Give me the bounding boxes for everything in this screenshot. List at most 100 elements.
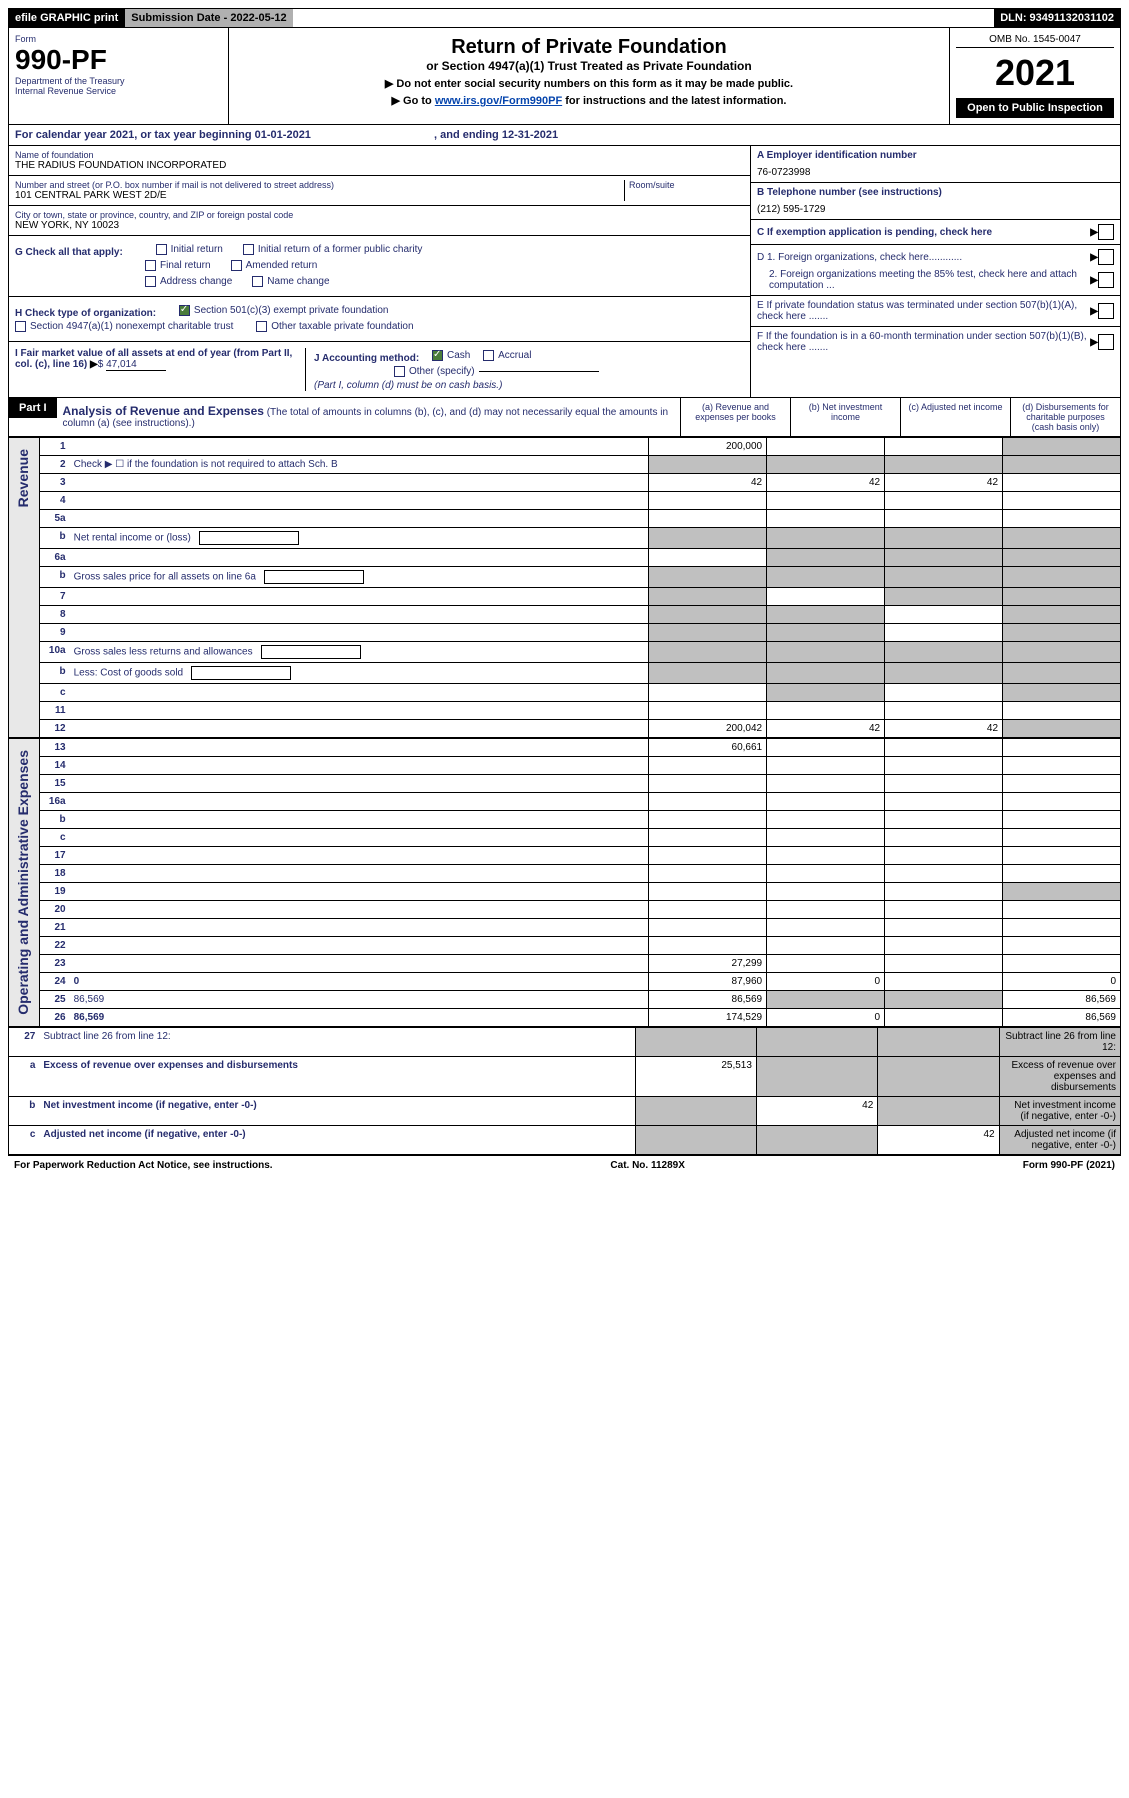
irs-link[interactable]: www.irs.gov/Form990PF	[435, 95, 562, 107]
checkbox-icon[interactable]	[483, 350, 494, 361]
cell-value	[1003, 720, 1121, 738]
checkbox-icon[interactable]	[15, 321, 26, 332]
cell-value	[885, 549, 1003, 567]
dln: DLN: 93491132031102	[994, 9, 1120, 27]
table-row: 9	[9, 624, 1121, 642]
line-desc: 86,569	[70, 991, 649, 1009]
line-number: 20	[40, 901, 70, 919]
opex-table: Operating and Administrative Expenses136…	[8, 738, 1121, 1027]
section-f: F If the foundation is in a 60-month ter…	[757, 331, 1090, 353]
cell-value	[885, 757, 1003, 775]
cell-value	[885, 829, 1003, 847]
cell-value	[885, 624, 1003, 642]
line-number: 27	[9, 1028, 40, 1057]
checkbox-icon[interactable]	[1098, 303, 1114, 319]
cell-value: 200,042	[649, 720, 767, 738]
checkbox-icon[interactable]	[145, 260, 156, 271]
cell-value	[1003, 606, 1121, 624]
cell-value	[767, 793, 885, 811]
city-state-zip: NEW YORK, NY 10023	[15, 220, 744, 231]
cell-value	[767, 606, 885, 624]
cell-value: 86,569	[1003, 991, 1121, 1009]
checkbox-icon[interactable]	[231, 260, 242, 271]
table-row: bNet rental income or (loss)	[9, 528, 1121, 549]
cell-value	[649, 588, 767, 606]
cell-value	[767, 829, 885, 847]
efile-label[interactable]: efile GRAPHIC print	[9, 9, 124, 27]
dept-2: Internal Revenue Service	[15, 86, 222, 96]
section-label: Operating and Administrative Expenses	[9, 739, 40, 1027]
cell-value: 42	[767, 474, 885, 492]
table-row: bGross sales price for all assets on lin…	[9, 567, 1121, 588]
tax-year: 2021	[956, 52, 1114, 94]
line-desc: 0	[70, 973, 649, 991]
cell-value	[649, 937, 767, 955]
cell-value	[649, 492, 767, 510]
cell-value	[1003, 829, 1121, 847]
checkbox-icon[interactable]	[1098, 272, 1114, 288]
cell-value	[767, 847, 885, 865]
cell-value	[885, 739, 1003, 757]
table-row: 19	[9, 883, 1121, 901]
line-desc: Subtract line 26 from line 12:	[39, 1028, 635, 1057]
info-grid: Name of foundation THE RADIUS FOUNDATION…	[8, 146, 1121, 398]
line-desc: Gross sales less returns and allowances	[70, 642, 649, 663]
checkbox-checked-icon[interactable]	[432, 350, 443, 361]
table-row: Operating and Administrative Expenses136…	[9, 739, 1121, 757]
line-desc	[70, 937, 649, 955]
line-desc	[70, 588, 649, 606]
cell-value	[649, 624, 767, 642]
table-row: bLess: Cost of goods sold	[9, 663, 1121, 684]
table-row: 14	[9, 757, 1121, 775]
cell-value	[1003, 684, 1121, 702]
line-desc	[70, 829, 649, 847]
table-row: 8	[9, 606, 1121, 624]
line-number: 14	[40, 757, 70, 775]
section-g: G Check all that apply: Initial return I…	[9, 236, 750, 297]
table-row: 16a	[9, 793, 1121, 811]
line-desc	[70, 606, 649, 624]
cell-value	[1003, 811, 1121, 829]
checkbox-checked-icon[interactable]	[179, 305, 190, 316]
cell-value	[649, 901, 767, 919]
checkbox-icon[interactable]	[394, 366, 405, 377]
line-desc	[70, 901, 649, 919]
checkbox-icon[interactable]	[243, 244, 254, 255]
line-number: 13	[40, 739, 70, 757]
section-label: Revenue	[9, 438, 40, 738]
table-row: 24087,96000	[9, 973, 1121, 991]
cell-value	[885, 684, 1003, 702]
cell-value	[885, 510, 1003, 528]
checkbox-icon[interactable]	[256, 321, 267, 332]
open-inspection: Open to Public Inspection	[956, 98, 1114, 118]
line-number: 12	[40, 720, 70, 738]
table-row: cAdjusted net income (if negative, enter…	[9, 1126, 1121, 1155]
checkbox-icon[interactable]	[1098, 249, 1114, 265]
cell-value	[878, 1028, 999, 1057]
submission-date: Submission Date - 2022-05-12	[124, 9, 292, 27]
cell-value	[649, 793, 767, 811]
address: 101 CENTRAL PARK WEST 2D/E	[15, 190, 624, 201]
checkbox-icon[interactable]	[1098, 334, 1114, 350]
section-ij: I Fair market value of all assets at end…	[9, 342, 750, 397]
cell-value	[635, 1097, 756, 1126]
line-desc	[70, 739, 649, 757]
cell-value	[1003, 937, 1121, 955]
line-desc	[70, 474, 649, 492]
table-row: 18	[9, 865, 1121, 883]
cell-value: 42	[756, 1097, 877, 1126]
table-row: 2Check ▶ ☐ if the foundation is not requ…	[9, 456, 1121, 474]
cell-value	[885, 937, 1003, 955]
footer-left: For Paperwork Reduction Act Notice, see …	[14, 1160, 273, 1171]
checkbox-icon[interactable]	[145, 276, 156, 287]
cell-value	[649, 510, 767, 528]
cell-value	[1003, 865, 1121, 883]
checkbox-icon[interactable]	[1098, 224, 1114, 240]
checkbox-icon[interactable]	[252, 276, 263, 287]
table-row: 21	[9, 919, 1121, 937]
line-desc: Adjusted net income (if negative, enter …	[39, 1126, 635, 1155]
form-subtitle: or Section 4947(a)(1) Trust Treated as P…	[237, 59, 941, 73]
line-desc	[70, 919, 649, 937]
line-number: 8	[40, 606, 70, 624]
checkbox-icon[interactable]	[156, 244, 167, 255]
